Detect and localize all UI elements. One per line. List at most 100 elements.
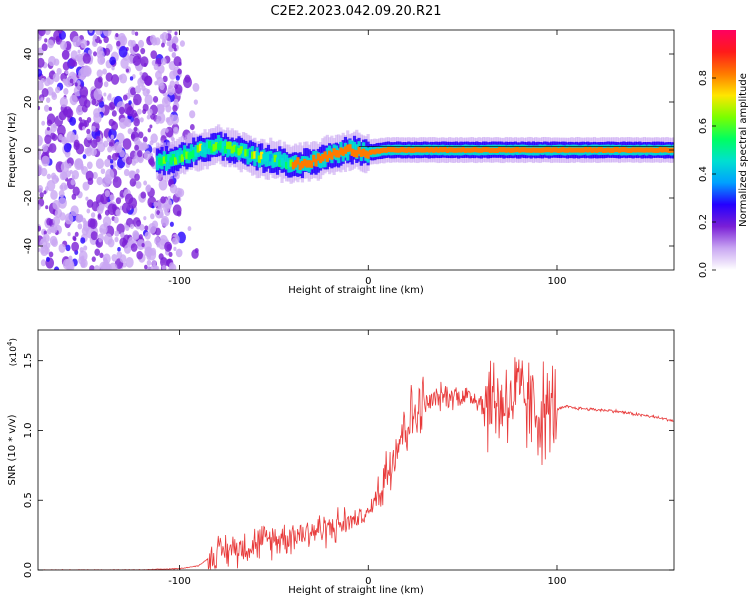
spectrogram-ridge-cell	[275, 157, 280, 165]
spectrogram-noise-blob	[72, 35, 81, 48]
spectrogram-ridge-cell	[570, 147, 574, 153]
colorbar-gradient	[712, 30, 736, 270]
spectrogram-noise-blob	[144, 231, 151, 240]
spectrogram-noise-blob	[187, 226, 192, 232]
spectrogram-noise-blob	[138, 234, 143, 240]
spectrogram-ridge-cell	[350, 140, 354, 156]
spectrogram-ridge-cell	[217, 143, 221, 151]
spectrogram-ridge-cell	[257, 155, 262, 163]
spectrogram-ridge-cell	[636, 147, 640, 153]
spectrogram-ridge-cell	[572, 147, 576, 153]
spectrogram-ridge-cell	[253, 151, 257, 159]
spectrogram-noise-blob	[111, 121, 119, 131]
spectrogram-ridge-cell	[246, 148, 250, 157]
spectrogram-noise-blob	[59, 212, 66, 221]
spectrogram-noise-blob	[90, 212, 96, 218]
spectrogram-noise-blob	[125, 156, 133, 165]
spectrogram-noise-blob	[44, 247, 50, 255]
spectrogram-ridge-cell	[511, 147, 515, 153]
spectrogram-ridge-cell	[382, 147, 386, 153]
colorbar-tick-label: 0.0	[698, 262, 709, 278]
spectrogram-noise-blob	[167, 30, 172, 34]
spectrogram-ridge-cell	[341, 148, 345, 156]
spectrogram-noise-blob	[94, 77, 103, 89]
spectrogram-noise-blob	[60, 182, 67, 191]
spectrogram-noise-blob	[105, 72, 113, 82]
spectrogram-noise-blob	[189, 110, 196, 119]
spectrogram-noise-blob	[103, 81, 109, 88]
spectrogram-ridge-cell	[645, 147, 649, 153]
spectrogram-noise-blob	[191, 249, 199, 259]
spectrogram-ridge-cell	[269, 154, 273, 162]
spectrogram-noise-blob	[61, 49, 70, 60]
spectrogram-noise-blob	[45, 242, 51, 249]
spectrogram-noise-blob	[140, 191, 147, 199]
spectrogram-noise-blob	[122, 138, 132, 150]
spectrogram-noise-blob	[119, 149, 126, 158]
spectrogram-noise-blob	[172, 69, 178, 77]
spectrogram-ridge-cell	[522, 147, 526, 153]
spectrogram-noise-blob	[146, 266, 152, 270]
spectrogram-noise-blob	[189, 124, 195, 131]
spectrogram-noise-blob	[141, 72, 149, 82]
spectrogram-ridge-cell	[452, 147, 456, 153]
spectrogram-ridge-cell	[586, 147, 590, 153]
spectrogram-ridge-cell	[343, 146, 348, 154]
spectrogram-ridge-cell	[599, 147, 603, 153]
spectrogram-ridge-cell	[559, 147, 563, 153]
spectrogram-noise-blob	[72, 186, 80, 196]
spectrogram-y-ticks: -40 -20 0 20 40	[23, 48, 674, 254]
spectrogram-ridge-cell	[527, 147, 531, 153]
spectrogram-noise-blob	[144, 94, 153, 106]
snr-scale-note: (x104)	[6, 338, 19, 366]
snr-x-tick-label: -100	[168, 576, 191, 587]
spectrogram-ridge-cell	[266, 152, 271, 161]
spectrogram-noise-blob	[46, 228, 52, 235]
spectrogram-ridge-cell	[255, 151, 259, 160]
spectrogram-ridge-cell	[262, 153, 266, 162]
spectrogram-noise-blob	[137, 39, 145, 48]
spectrogram-ridge-cell	[348, 144, 352, 152]
spectrogram-noise-blob	[40, 259, 47, 267]
spectrogram-ridge-cell	[581, 147, 585, 153]
spectrogram-ridge-cell	[482, 147, 486, 153]
spectrogram-ridge-cell	[604, 147, 608, 153]
spectrogram-noise-blob	[123, 168, 130, 177]
spectrogram-ridge-cell	[538, 147, 542, 153]
spectrogram-noise-blob	[79, 74, 85, 81]
spectrogram-noise-blob	[147, 223, 157, 234]
spectrogram-ridge-cell	[303, 158, 307, 167]
spectrogram-noise-blob	[156, 112, 166, 124]
spectrogram-noise-blob	[93, 112, 102, 124]
spectrogram-ridge-cell	[176, 151, 180, 160]
spectrogram-ridge-cell	[318, 155, 323, 164]
spectrogram-noise-blob	[115, 197, 122, 205]
spectrogram-ridge-cell	[282, 152, 286, 168]
spectrogram-ridge-cell	[529, 147, 533, 153]
spectrogram-ridge-cell	[282, 160, 286, 168]
spectrogram-noise-blob	[175, 248, 183, 258]
spectrogram-ridge-cell	[171, 154, 175, 162]
spectrogram-ridge-cell	[371, 149, 375, 155]
spectrogram-ridge-cell	[647, 147, 651, 153]
spectrogram-ridge-cell	[457, 147, 461, 153]
spectrogram-ridge-cell	[280, 158, 284, 166]
spectrogram-ridge-cell	[289, 159, 293, 167]
spectrogram-noise-blob	[38, 225, 42, 232]
spectrogram-noise-blob	[38, 80, 44, 91]
spectrogram-noise-blob	[109, 142, 114, 147]
spectrogram-ridge-cell	[663, 147, 667, 153]
spectrogram-noise-blob	[163, 203, 170, 213]
spectrogram-noise-blob	[154, 236, 161, 245]
spectrogram-noise-blob	[40, 97, 44, 102]
spectrogram-noise-blob	[43, 190, 47, 195]
spectrogram-noise-blob	[41, 249, 45, 254]
snr-x-label: Height of straight line (km)	[288, 585, 424, 596]
spectrogram-noise-blob	[93, 34, 98, 40]
spectrogram-ridge-cell	[472, 147, 477, 153]
spectrogram-noise-blob	[147, 128, 151, 133]
spectrogram-noise-blob	[141, 85, 146, 92]
spectrogram-ridge-cell	[210, 145, 214, 154]
spectrogram-noise-blob	[38, 57, 45, 68]
spectrogram-noise-blob	[99, 252, 104, 259]
